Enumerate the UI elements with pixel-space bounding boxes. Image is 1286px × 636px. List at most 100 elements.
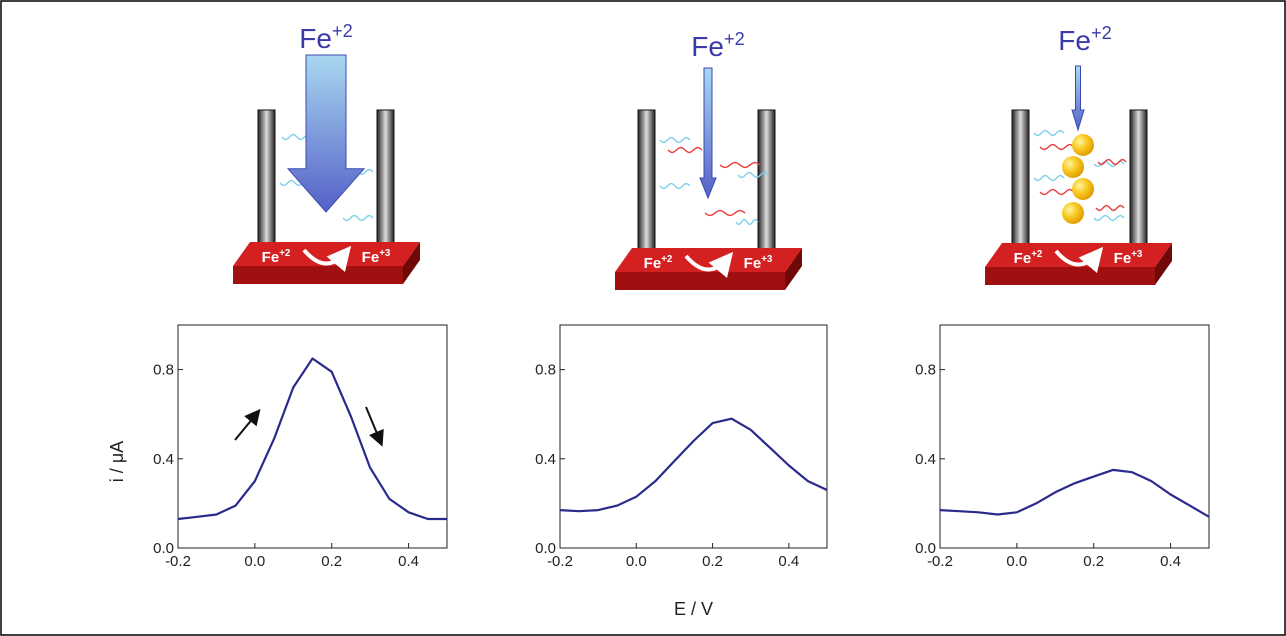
species-label: Fe+2: [1058, 23, 1111, 56]
right-species: Fe+3: [1114, 249, 1143, 267]
strand: [1095, 204, 1125, 212]
flux-arrow: [1071, 65, 1085, 132]
y-tick-label: 0.8: [915, 362, 936, 379]
nanoparticle: [1072, 134, 1094, 156]
x-tick-label: 0.0: [1006, 553, 1027, 570]
electrode-plate-top: [233, 242, 420, 266]
y-tick-label: 0.4: [535, 451, 556, 468]
species-label-base: Fe: [299, 23, 332, 54]
electrode: [757, 109, 776, 251]
y-tick-label: 0.4: [153, 451, 174, 468]
plot-frame: [559, 324, 828, 549]
right-species-sup: +3: [761, 254, 773, 265]
y-tick-label: 0.0: [153, 540, 174, 557]
x-tick-label: -0.2: [927, 553, 953, 570]
left-species-base: Fe: [1014, 250, 1032, 267]
left-species: Fe+2: [644, 254, 673, 272]
scan-arrow: [365, 406, 384, 447]
left-species-base: Fe: [262, 249, 280, 266]
species-label-base: Fe: [691, 31, 724, 62]
left-species-sup: +2: [1031, 249, 1043, 260]
y-tick-label: 0.4: [915, 451, 936, 468]
x-tick-label: -0.2: [547, 553, 573, 570]
species-label-base: Fe: [1058, 25, 1091, 56]
x-tick-label: 0.0: [626, 553, 647, 570]
x-axis-label: E / V: [674, 599, 713, 619]
data-line: [559, 417, 828, 513]
x-tick-label: -0.2: [165, 553, 191, 570]
x-tick-label: 0.4: [778, 553, 799, 570]
species-label-sup: +2: [332, 21, 353, 41]
y-tick-label: 0.8: [153, 362, 174, 379]
y-tick-label: 0.0: [535, 540, 556, 557]
strand: [1039, 143, 1075, 151]
left-species-sup: +2: [279, 248, 291, 259]
right-species-sup: +3: [379, 248, 391, 259]
electrode-plate-side: [785, 248, 802, 290]
plot-frame: [939, 324, 1210, 549]
data-line: [177, 357, 447, 521]
flux-arrow: [699, 67, 717, 200]
electrode: [376, 109, 395, 245]
data-line: [939, 468, 1210, 518]
strand: [737, 171, 769, 179]
redox-arrow: [1054, 246, 1104, 273]
left-species: Fe+2: [262, 248, 291, 266]
right-species: Fe+3: [362, 248, 391, 266]
electrode: [637, 109, 656, 251]
scan-arrow: [234, 408, 261, 441]
right-species-sup: +3: [1131, 249, 1143, 260]
right-species-base: Fe: [1114, 250, 1132, 267]
strand: [1033, 174, 1065, 182]
nanoparticle: [1062, 202, 1084, 224]
y-tick-label: 0.0: [915, 540, 936, 557]
left-species-sup: +2: [661, 254, 673, 265]
strand: [704, 209, 746, 217]
species-label: Fe+2: [691, 29, 744, 62]
species-label-sup: +2: [724, 29, 745, 49]
nanoparticle: [1072, 178, 1094, 200]
flux-arrow: [286, 54, 366, 213]
y-axis-label: i / μA: [107, 441, 127, 482]
nanoparticle: [1062, 156, 1084, 178]
species-label-sup: +2: [1091, 23, 1112, 43]
x-tick-label: 0.2: [321, 553, 342, 570]
electrode: [257, 109, 276, 245]
plot-frame: [177, 324, 448, 549]
strand: [659, 136, 691, 144]
strand: [659, 182, 691, 190]
electrode-plate-top: [615, 248, 802, 272]
left-species-base: Fe: [644, 255, 662, 272]
electrode-plate-front: [985, 267, 1155, 285]
electrode-plate-front: [615, 272, 785, 290]
strand: [1097, 158, 1127, 166]
x-tick-label: 0.4: [398, 553, 419, 570]
electrode-plate-side: [403, 242, 420, 284]
right-species: Fe+3: [744, 254, 773, 272]
electrode-plate-top: [985, 243, 1172, 267]
electrode-plate-side: [1155, 243, 1172, 285]
strand: [667, 146, 703, 154]
x-tick-label: 0.4: [1160, 553, 1181, 570]
x-tick-label: 0.2: [1083, 553, 1104, 570]
strand: [1033, 129, 1065, 137]
redox-arrow: [684, 251, 734, 278]
y-tick-label: 0.8: [535, 362, 556, 379]
electrode-plate-front: [233, 266, 403, 284]
electrode: [1011, 109, 1030, 246]
strand: [1093, 214, 1125, 222]
strand: [1039, 188, 1075, 196]
left-species: Fe+2: [1014, 249, 1043, 267]
right-species-base: Fe: [744, 255, 762, 272]
electrode: [1129, 109, 1148, 246]
strand: [342, 214, 374, 222]
x-tick-label: 0.0: [244, 553, 265, 570]
strand: [719, 161, 761, 169]
species-label: Fe+2: [299, 21, 352, 54]
x-tick-label: 0.2: [702, 553, 723, 570]
right-species-base: Fe: [362, 249, 380, 266]
redox-arrow: [302, 245, 352, 272]
strand: [735, 218, 759, 226]
